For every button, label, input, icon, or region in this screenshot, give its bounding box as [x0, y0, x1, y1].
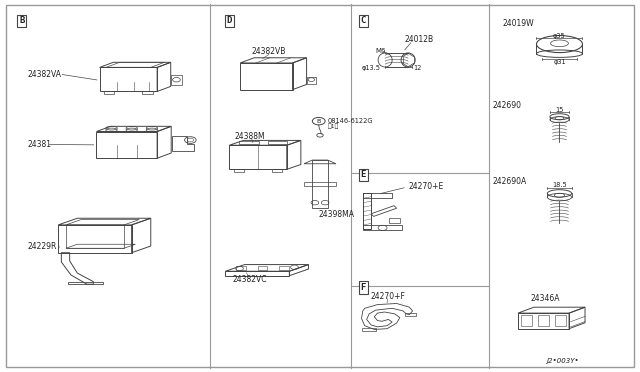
- Text: 24229R: 24229R: [28, 241, 57, 250]
- Text: 24382VB: 24382VB: [252, 47, 286, 56]
- Text: 24398MA: 24398MA: [318, 210, 354, 219]
- Text: 08146-6122G: 08146-6122G: [328, 118, 373, 124]
- Text: （1）: （1）: [328, 124, 339, 129]
- Text: 18.5: 18.5: [552, 182, 567, 188]
- Text: E: E: [361, 170, 366, 179]
- Text: φ31: φ31: [553, 59, 566, 65]
- Text: 15: 15: [556, 107, 564, 113]
- Text: φ13.5: φ13.5: [362, 65, 381, 71]
- Text: B: B: [19, 16, 24, 25]
- Text: D: D: [227, 16, 232, 25]
- Text: M6: M6: [376, 48, 386, 54]
- Text: 24019W: 24019W: [502, 19, 534, 28]
- Text: 24270+F: 24270+F: [371, 292, 405, 301]
- Text: 24382VA: 24382VA: [28, 70, 61, 78]
- Text: B: B: [317, 119, 321, 124]
- Text: 24346A: 24346A: [530, 294, 559, 303]
- Text: C: C: [361, 16, 366, 25]
- Text: 12: 12: [413, 65, 422, 71]
- Text: J2•003Y•: J2•003Y•: [547, 358, 579, 364]
- Text: 24270+E: 24270+E: [408, 182, 444, 191]
- Text: 24382VC: 24382VC: [232, 275, 267, 284]
- Text: 24381: 24381: [28, 140, 51, 149]
- Text: 242690: 242690: [492, 101, 522, 110]
- Text: 24012B: 24012B: [404, 35, 433, 44]
- Text: F: F: [361, 283, 366, 292]
- Text: 242690A: 242690A: [492, 177, 527, 186]
- Text: 24388M: 24388M: [234, 132, 265, 141]
- Text: φ35: φ35: [553, 32, 566, 39]
- FancyBboxPatch shape: [6, 5, 634, 367]
